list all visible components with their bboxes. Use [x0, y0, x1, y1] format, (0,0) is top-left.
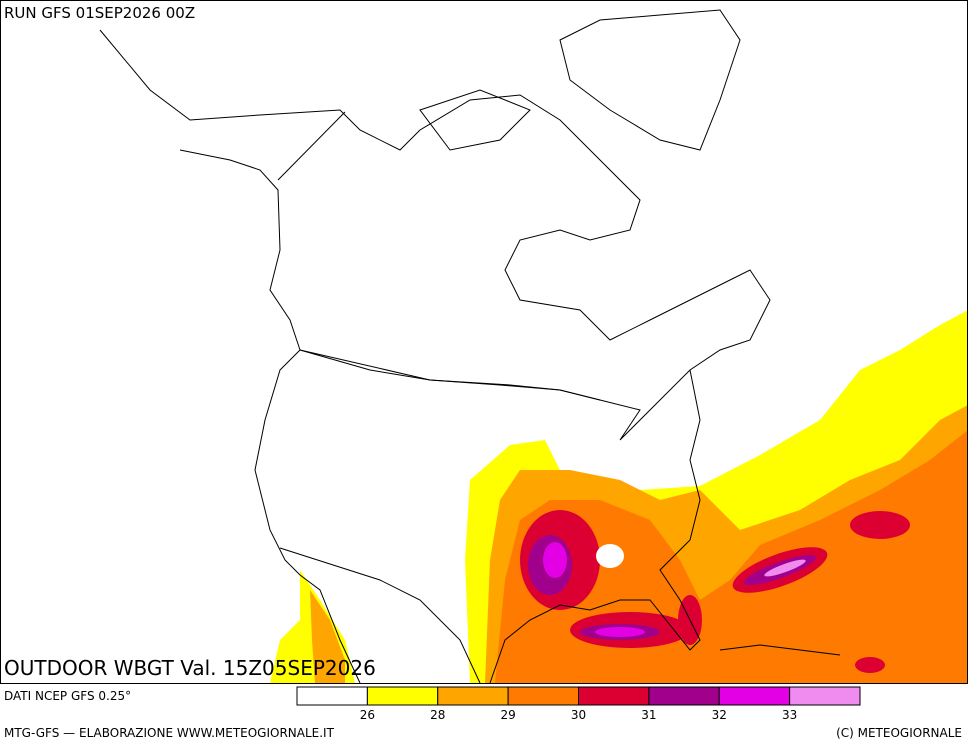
legend-tick-label: 31 [641, 708, 656, 722]
legend-tick-label: 30 [571, 708, 586, 722]
map-title: OUTDOOR WBGT Val. 15Z05SEP2026 [4, 656, 376, 680]
run-label: RUN GFS 01SEP2026 00Z [4, 4, 195, 22]
legend-swatch [718, 686, 791, 706]
legend-tick-label: 29 [500, 708, 515, 722]
field-orange-mexico [310, 590, 345, 683]
legend-swatch [789, 686, 861, 706]
legend-tick-label: 26 [360, 708, 375, 722]
legend-tick-label: 32 [712, 708, 727, 722]
legend-swatch [578, 686, 650, 706]
legend-swatch [366, 686, 439, 706]
field-hot-spots [520, 510, 910, 673]
copyright-label: (C) METEOGIORNALE [836, 726, 962, 740]
legend-tick-label: 28 [430, 708, 445, 722]
legend: 26 28 29 30 31 32 33 [296, 686, 861, 722]
legend-swatch [296, 686, 368, 706]
coastlines [99, 9, 841, 684]
legend-swatch [648, 686, 720, 706]
source-label: DATI NCEP GFS 0.25° [4, 689, 131, 703]
credit-label: MTG-GFS — ELABORAZIONE WWW.METEOGIORNALE… [4, 726, 335, 740]
map: RUN GFS 01SEP2026 00Z OUTDOOR WBGT Val. … [0, 0, 968, 684]
legend-tick-label: 33 [782, 708, 797, 722]
legend-swatch [507, 686, 579, 706]
legend-swatch [437, 686, 509, 706]
